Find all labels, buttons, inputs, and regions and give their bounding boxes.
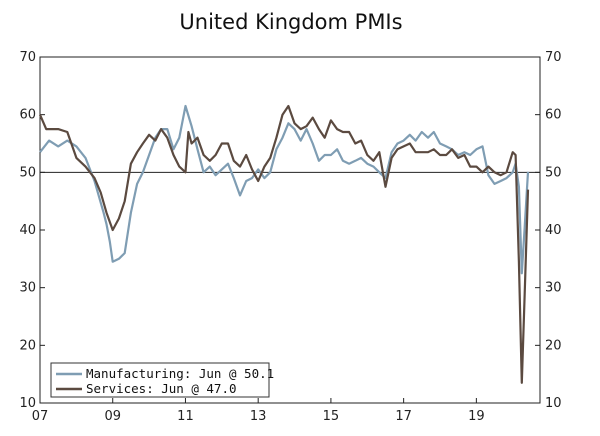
y-tick-label-right: 20 xyxy=(545,338,562,353)
x-tick-label: 07 xyxy=(32,409,49,424)
legend: Manufacturing: Jun @ 50.1 Services: Jun … xyxy=(50,362,274,398)
chart-title: United Kingdom PMIs xyxy=(179,10,402,34)
y-tick-label-left: 70 xyxy=(19,50,36,65)
y-tick-label-left: 60 xyxy=(19,108,36,123)
y-tick-label-right: 10 xyxy=(545,396,562,411)
x-tick-label: 17 xyxy=(395,409,412,424)
series-line-manufacturing xyxy=(39,104,530,275)
x-tick-label: 15 xyxy=(323,409,340,424)
y-axis-right: 10 20 30 40 50 60 70 xyxy=(535,50,562,411)
x-axis: 07 09 11 13 15 17 19 xyxy=(32,398,485,424)
y-tick-label-left: 50 xyxy=(19,165,36,180)
y-tick-label-right: 60 xyxy=(545,108,562,123)
y-tick-label-left: 20 xyxy=(19,338,36,353)
series-line-services xyxy=(38,104,530,384)
y-tick-label-left: 30 xyxy=(19,281,36,296)
y-axis-left: 10 20 30 40 50 60 70 xyxy=(19,50,45,411)
x-tick-label: 19 xyxy=(468,409,485,424)
y-tick-label-right: 50 xyxy=(545,165,562,180)
y-tick-label-left: 10 xyxy=(19,396,36,411)
legend-box xyxy=(50,362,270,398)
x-tick-label: 13 xyxy=(250,409,267,424)
y-tick-label-right: 30 xyxy=(545,281,562,296)
y-tick-label-right: 70 xyxy=(545,50,562,65)
y-tick-label-right: 40 xyxy=(545,223,562,238)
legend-label-manufacturing: Manufacturing: Jun @ 50.1 xyxy=(86,366,274,381)
series-layer xyxy=(38,104,530,384)
y-tick-label-left: 40 xyxy=(19,223,36,238)
x-tick-label: 11 xyxy=(177,409,194,424)
legend-label-services: Services: Jun @ 47.0 xyxy=(86,381,237,396)
x-tick-label: 09 xyxy=(104,409,121,424)
